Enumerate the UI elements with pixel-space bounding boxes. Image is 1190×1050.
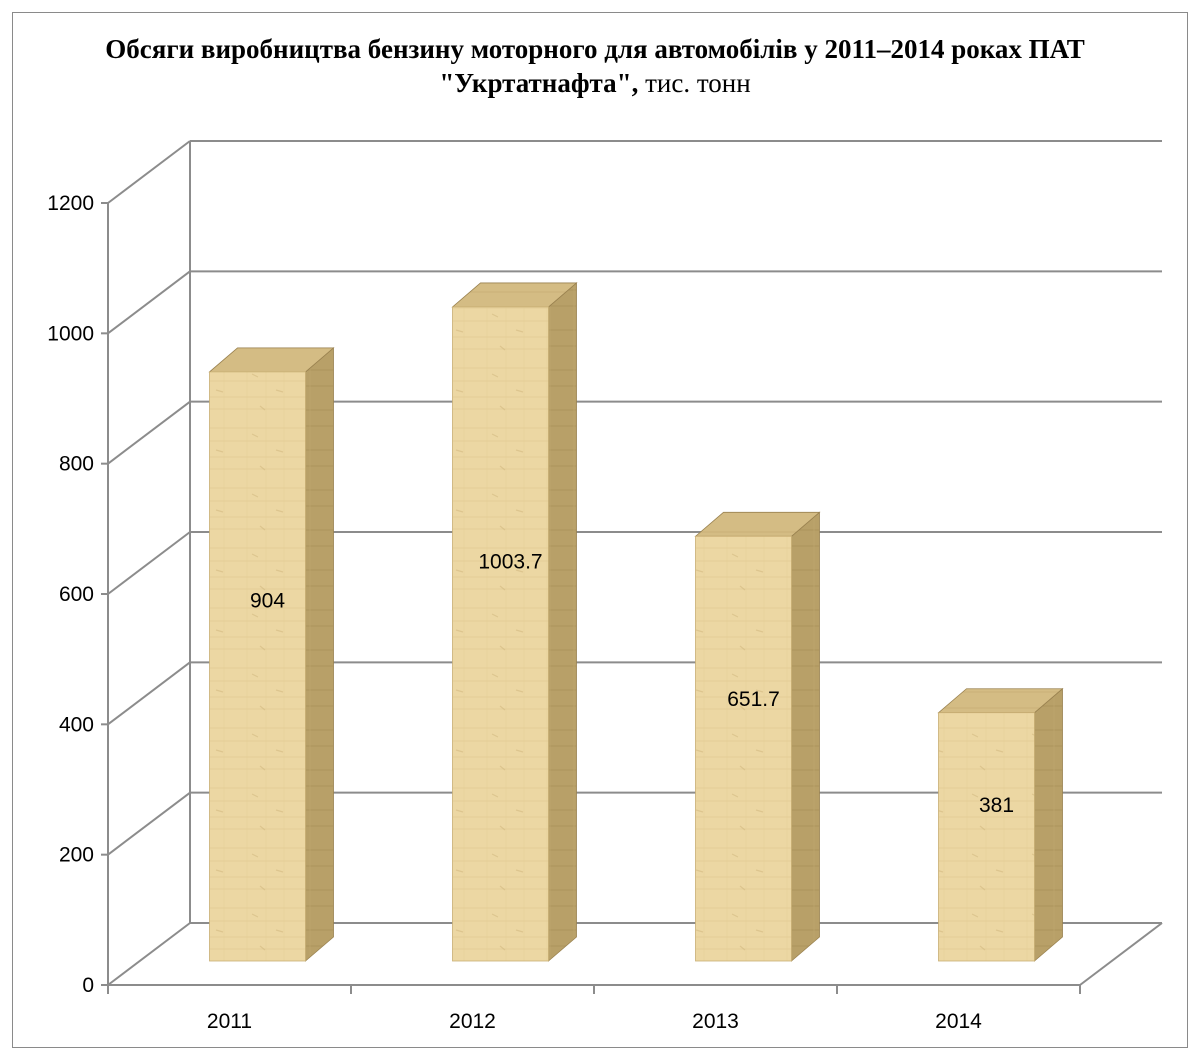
bar-side-2012 bbox=[548, 282, 577, 962]
gridline-diagonal-200 bbox=[107, 791, 191, 856]
bar-2013 bbox=[695, 535, 792, 962]
y-tick-label-600: 600 bbox=[59, 583, 94, 606]
chart-title: Обсяги виробництва бензину моторного для… bbox=[60, 32, 1130, 100]
bar-side-2014 bbox=[1034, 687, 1063, 962]
x-tick-label-2013: 2013 bbox=[692, 1010, 739, 1033]
gridline-diagonal-400 bbox=[107, 661, 191, 726]
data-label-2011: 904 bbox=[250, 590, 285, 613]
gridline-diagonal-600 bbox=[107, 531, 191, 595]
y-tick-label-800: 800 bbox=[59, 453, 94, 476]
x-tick-label-2014: 2014 bbox=[935, 1010, 982, 1033]
data-label-2014: 381 bbox=[979, 794, 1014, 817]
bar-2012 bbox=[452, 306, 549, 962]
y-tick-label-1000: 1000 bbox=[47, 322, 94, 345]
floor-right-edge bbox=[1079, 922, 1163, 986]
label-layer: 904 1003.7 651.7 381 bbox=[250, 551, 1014, 817]
y-tick-label-1200: 1200 bbox=[47, 192, 94, 215]
bar-side-2013 bbox=[791, 511, 820, 962]
y-tick-label-200: 200 bbox=[59, 844, 94, 867]
y-tick-label-400: 400 bbox=[59, 713, 94, 736]
data-label-2012: 1003.7 bbox=[478, 551, 542, 574]
chart-title-main: Обсяги виробництва бензину моторного для… bbox=[105, 34, 1085, 98]
x-tick-label-2012: 2012 bbox=[449, 1010, 496, 1033]
axis-layer: 0 200 400 600 800 1000 1200 2011 2012 2013 2014 bbox=[47, 192, 1163, 1033]
gridline-diagonal-1000 bbox=[107, 270, 191, 335]
gridline-diagonal-800 bbox=[107, 400, 191, 465]
y-tick-label-0: 0 bbox=[82, 974, 94, 997]
data-label-2013: 651.7 bbox=[727, 688, 780, 711]
grid-layer bbox=[107, 140, 1162, 986]
bar-2011 bbox=[209, 371, 306, 962]
gridline-diagonal-1200 bbox=[107, 140, 191, 204]
bar-2014 bbox=[938, 712, 1035, 962]
bar-layer bbox=[208, 282, 1064, 962]
gridline-diagonal-0 bbox=[107, 922, 191, 986]
bar-side-2011 bbox=[305, 347, 334, 962]
chart-title-unit: тис. тонн bbox=[638, 68, 751, 98]
x-tick-label-2011: 2011 bbox=[207, 1010, 252, 1033]
